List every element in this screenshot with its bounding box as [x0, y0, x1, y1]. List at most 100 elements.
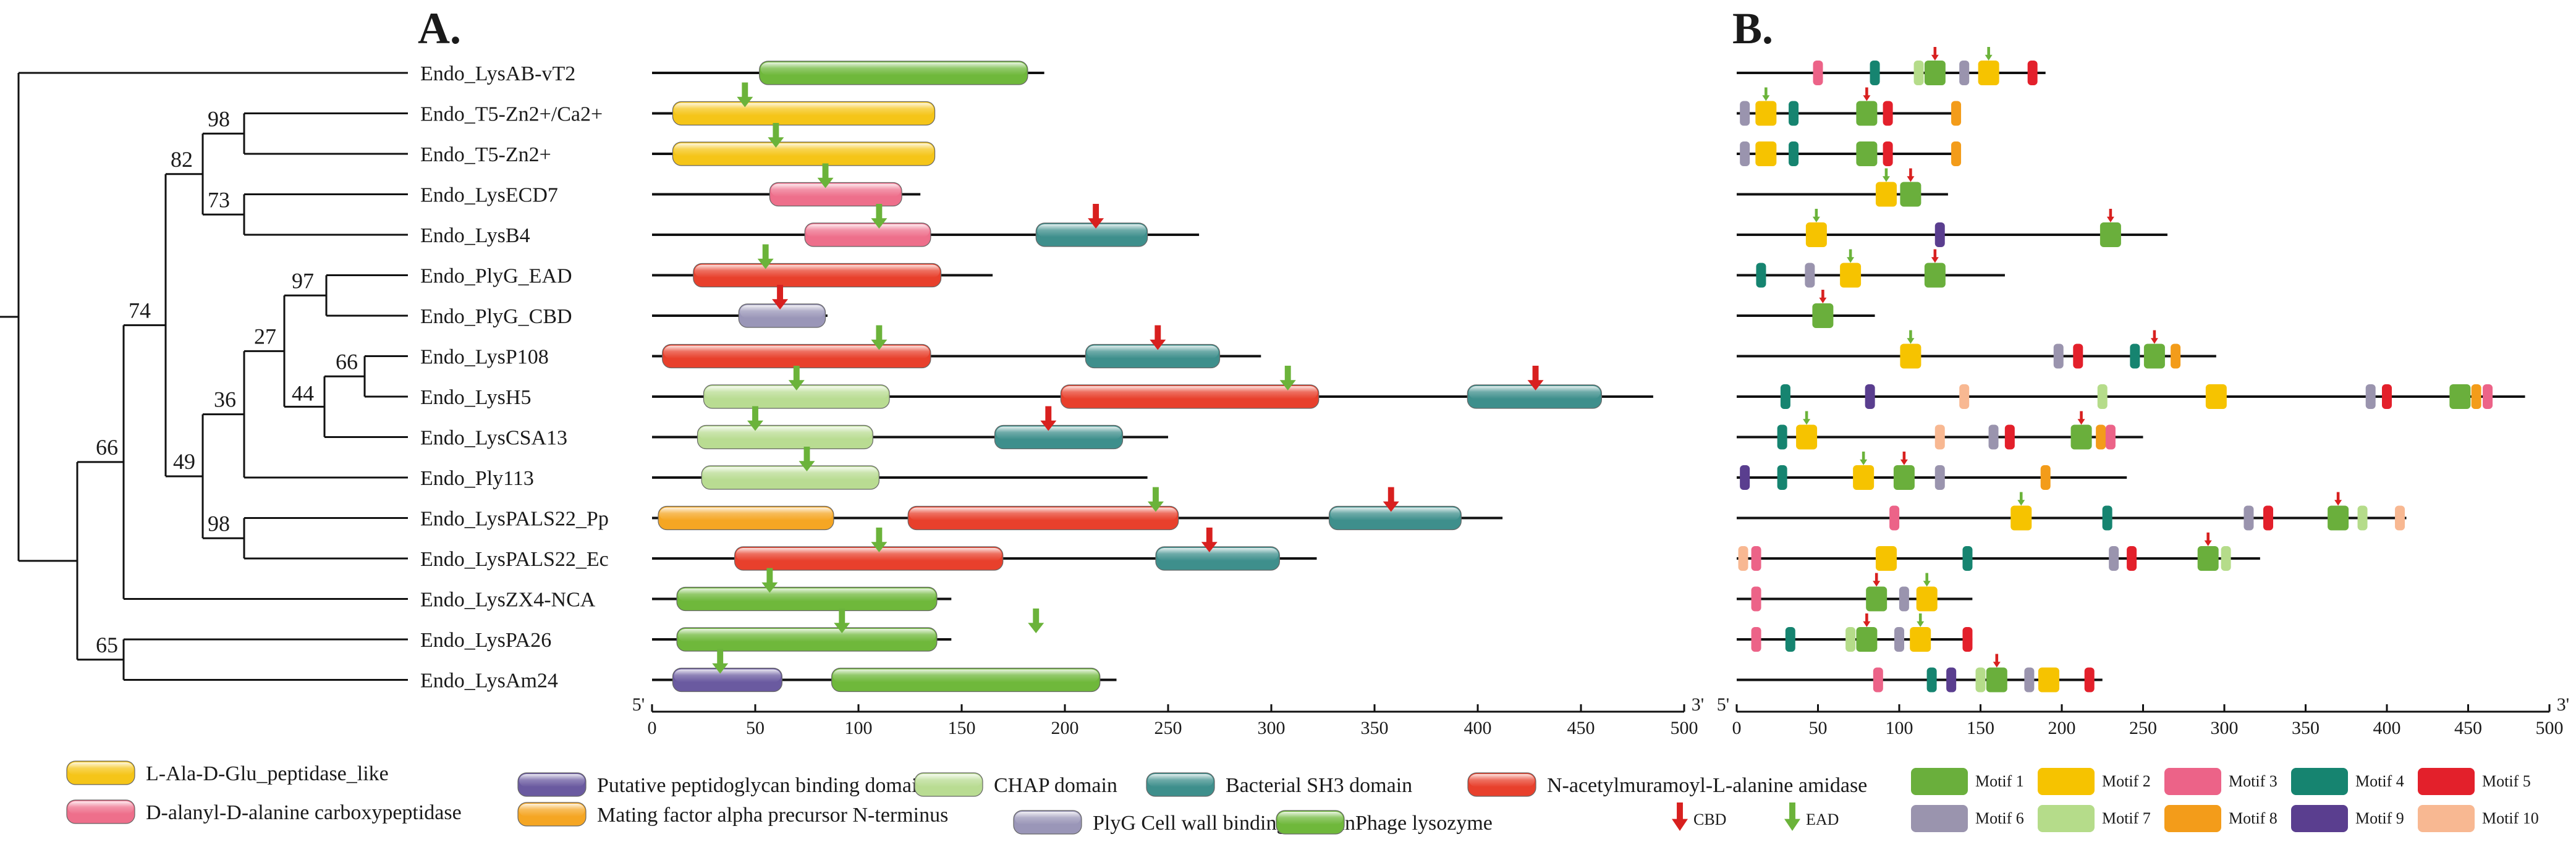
motif-2-block [2010, 505, 2032, 531]
domain-phage_lys-shine [678, 629, 936, 642]
legend-swatch-sh3 [1146, 772, 1215, 797]
legend-label-nam: N-acetylmuramoyl-L-alanine amidase [1547, 774, 1867, 797]
motif-7-block [2357, 505, 2368, 531]
motif-1-block [1812, 303, 1834, 328]
tick-label: 50 [1809, 718, 1828, 738]
domain-nam-shine [909, 507, 1177, 521]
ead-arrow [1985, 47, 1993, 61]
motif-6-block [1988, 424, 1999, 450]
motif-8-block [2096, 424, 2106, 450]
legend-cbd-label: CBD [1693, 811, 1726, 828]
motif-1-block [2143, 343, 2165, 369]
cbd-arrow [1900, 452, 1908, 465]
ead-arrow [757, 244, 774, 269]
domain-phage_lys [831, 667, 1101, 693]
motif-panel [1737, 47, 2525, 693]
motif-3-block [1751, 546, 1761, 571]
motif-2-block [1755, 141, 1777, 166]
legend-motif-3-swatch [2164, 768, 2221, 795]
cbd-arrow [1873, 573, 1881, 587]
protein-labels: Endo_LysAB-vT2 Endo_T5-Zn2+/Ca2+ Endo_T5-Z… [420, 62, 609, 693]
legend-motif-7-swatch [2038, 805, 2095, 832]
motif-2-block [1875, 546, 1897, 571]
motif-7-block [2097, 384, 2108, 409]
ead-arrow [1923, 573, 1931, 587]
cbd-arrow [1931, 47, 1939, 61]
tick-label: 300 [2211, 718, 2239, 738]
tick-label: 100 [1886, 718, 1913, 738]
domain-phage_lys-shine [678, 588, 936, 602]
motif-3-block [1751, 627, 1761, 652]
bootstrap-label: 74 [129, 298, 151, 322]
motif-5-block [2127, 546, 2137, 571]
motif-4-block [1777, 465, 1787, 490]
motif-6-block [1899, 586, 1909, 612]
domain-chap-shine [703, 467, 878, 480]
cbd-arrow [2077, 411, 2085, 425]
domain-carboxy-shine [806, 224, 930, 237]
motif-7-block [1975, 667, 1986, 693]
motif-4-block [1785, 627, 1795, 652]
panel-b-label: B. [1732, 4, 1773, 53]
legend-motif-5-swatch [2418, 768, 2475, 795]
motif-9-block [1946, 667, 1957, 693]
domain-carboxy [804, 222, 931, 247]
domain-sh3-shine [1330, 507, 1460, 521]
motif-4-block [1926, 667, 1937, 693]
motif-2-block [1910, 627, 1931, 652]
cbd-arrow [2106, 209, 2114, 222]
domain-phage_lys-shine [760, 62, 1027, 75]
motif-9-block [1934, 222, 1945, 247]
domain-mating [658, 505, 834, 531]
cbd-arrow [1201, 528, 1218, 552]
tick-label: 250 [1155, 718, 1182, 738]
motif-3-block [1889, 505, 1900, 531]
tick-label: 150 [1967, 718, 1994, 738]
motif-6-block [1934, 465, 1945, 490]
legend-motif-2-label: Motif 2 [2102, 772, 2151, 790]
domain-chap [701, 465, 880, 490]
motif-2-block [1978, 61, 1999, 85]
motif-8-block [2040, 465, 2051, 490]
legend-motif-6-swatch [1911, 805, 1968, 832]
motif-3-block [2105, 424, 2116, 450]
bootstrap-label: 66 [336, 349, 358, 374]
motif-2-block [1840, 263, 1862, 288]
legend-swatch-nam-shine [1469, 774, 1535, 787]
tick-label: 0 [1732, 718, 1742, 738]
legend-swatch-phage_lys [1276, 810, 1345, 835]
motif-10-block [1934, 424, 1945, 450]
legend-swatch-carboxy-shine [68, 801, 133, 814]
motif-4-block [1962, 546, 1973, 571]
tick-label: 50 [746, 718, 765, 738]
motif-2-block [1900, 343, 1921, 369]
motif-9-block [1740, 465, 1750, 490]
motif-3-block [2483, 384, 2493, 409]
protein-label: Endo_T5-Zn2+ [420, 143, 551, 166]
motif-4-block [1789, 141, 1799, 166]
domain-phage_lys [676, 586, 938, 612]
ead-arrow [761, 568, 778, 593]
domain-sh3 [1155, 546, 1280, 571]
ead-arrow [1812, 209, 1820, 222]
domain-chap [703, 384, 890, 409]
motif-10-block [1738, 546, 1748, 571]
legend-swatch-sh3-shine [1148, 774, 1213, 787]
legend-label-chap: CHAP domain [994, 774, 1117, 797]
motif-5-block [2027, 61, 2038, 85]
legend-label-carboxy: D-alanyl-D-alanine carboxypeptidase [146, 801, 462, 824]
ead-arrow [1803, 411, 1811, 425]
motif-2-block [1875, 182, 1897, 207]
bootstrap-label: 66 [96, 435, 118, 460]
legend-motif-5-label: Motif 5 [2482, 772, 2531, 790]
ead-arrow [799, 447, 815, 471]
cbd-arrow [2150, 330, 2158, 344]
ead-arrow [737, 82, 753, 107]
legend-label-sh3: Bacterial SH3 domain [1226, 774, 1412, 797]
legend-swatch-ala_glu [66, 760, 135, 785]
bootstrap-label: 98 [208, 106, 230, 131]
tick-label: 500 [1671, 718, 1698, 738]
motif-5-block [2073, 343, 2083, 369]
protein-label: Endo_PlyG_CBD [420, 305, 572, 328]
legend-motif-6-label: Motif 6 [1975, 809, 2024, 827]
